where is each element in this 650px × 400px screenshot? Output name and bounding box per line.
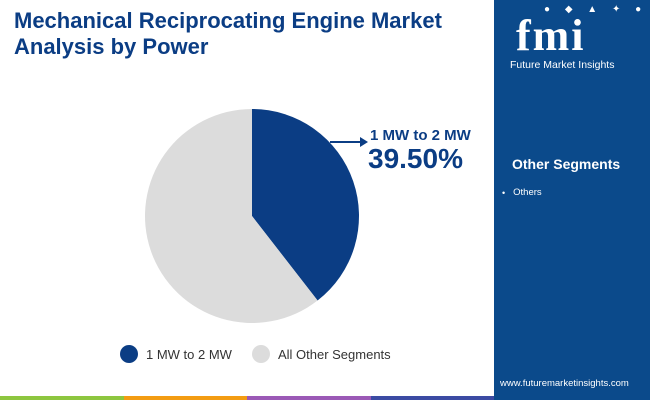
annotation-arrow-head [360,137,368,147]
pie-slices [145,108,359,323]
bottom-bar-segment-3 [247,396,371,400]
website-link[interactable]: www.futuremarketinsights.com [500,378,629,389]
bullet-icon: • [502,187,506,198]
logo-icons: ● ◆ ▲ ✦ ● [544,4,648,15]
bottom-color-bar [0,396,494,400]
pie-slice-other [145,108,318,323]
legend-item-other: All Other Segments [251,345,391,363]
bottom-bar-segment-1 [0,396,124,400]
legend-label-primary: 1 MW to 2 MW [146,346,232,362]
bottom-bar-segment-4 [370,396,494,400]
legend-label-other: All Other Segments [277,346,391,362]
sidebar: ● ◆ ▲ ✦ ● fmi Future Market Insights Oth… [494,0,650,400]
pie-chart: 1 MW to 2 MW 39.50% [145,108,472,323]
fmi-logo: ● ◆ ▲ ✦ ● fmi Future Market Insights [494,0,650,78]
logo-mark: fmi [516,11,586,60]
annotation-label: 1 MW to 2 MW [370,127,472,144]
other-segments-title: Other Segments [512,156,621,172]
other-segments-list: • Others [502,187,542,198]
legend-swatch-primary [120,345,138,363]
other-segments-item: • Others [502,187,542,198]
legend-item-primary: 1 MW to 2 MW [120,345,232,363]
annotation-value: 39.50% [368,143,463,174]
other-segments-item-label: Others [513,187,542,198]
bottom-bar-segment-2 [123,396,247,400]
chart-legend: 1 MW to 2 MW All Other Segments [120,345,401,363]
page-title: Mechanical Reciprocating Engine Market A… [14,8,442,59]
pie-slice-primary [252,109,359,301]
pie-annotation: 1 MW to 2 MW 39.50% [330,127,472,174]
logo-text: Future Market Insights [510,59,615,71]
legend-swatch-other [251,345,270,363]
